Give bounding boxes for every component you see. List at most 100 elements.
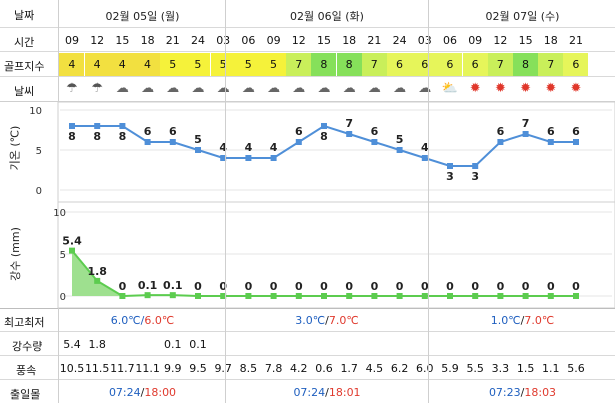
hour-cell: 18 [342,34,357,47]
rain-icon: ☂ [91,81,104,96]
temp-data-label: 3 [471,170,479,183]
golf-index-cell: 4 [135,53,160,76]
rain-data-label: 0 [396,280,404,293]
rain-data-label: 0 [270,280,278,293]
time-label: 시간 [14,36,35,49]
hour-cell: 03 [417,34,432,47]
golf-index-cell: 4 [84,53,110,76]
rain-data-label: 0 [119,280,127,293]
rain-data-label: 0 [194,280,202,293]
rain-icon: ☂ [66,81,78,96]
min-temp-2: 3.0℃ [295,314,326,327]
day-divider-1 [225,0,226,403]
temp-point [346,131,353,137]
hour-cell: 06 [443,34,457,47]
rain-point [396,293,403,299]
temp-point [497,139,504,145]
rain-data-label: 0 [547,280,555,293]
temp-data-label: 6 [547,125,555,138]
rain-point [245,293,252,299]
rain-tick-label: 10 [53,208,66,219]
temp-data-label: 6 [371,125,379,138]
rain-point [144,292,151,299]
rain-tick-label: 5 [60,250,66,261]
temp-data-label: 8 [93,130,101,143]
temp-point [69,123,75,129]
sunset-3: 18:03 [524,386,557,399]
wind-speed-cell: 1.1 [542,362,560,375]
wind-label: 풍속 [16,364,37,377]
rain-data-label: 0.1 [138,279,158,292]
day-header-3: 02월 07일 (수) [485,10,560,23]
max-temp-1: 6.0℃ [144,314,175,327]
hour-cell: 18 [543,34,558,47]
temp-data-label: 3 [446,170,454,183]
sunrise-2: 07:24 [293,386,326,399]
wind-speed-cell: 1.5 [516,362,535,375]
date-label: 날짜 [14,9,35,22]
golf-index-cell: 5 [210,53,236,76]
golf-index-cell: 7 [286,53,312,76]
hour-cell: 12 [90,34,105,47]
cloud-icon: ☁ [191,81,205,96]
temp-point [396,147,403,153]
golf-index-cell: 4 [109,53,135,76]
temp-data-label: 5 [396,133,404,146]
sunset-2: 18:01 [328,386,361,399]
precipitation-chart: 10 5 0 5.4 1.8 0 0.1 0.1 0 0 0 0 0 0 0 0 0 0 0 0 0 0 0 0 [53,202,615,308]
cloud-icon: ☁ [317,81,331,96]
rain-point [421,293,428,299]
cloud-icon: ☁ [115,81,129,96]
temp-data-label: 6 [572,125,580,138]
temp-data-label: 8 [320,130,328,143]
temp-point [421,155,428,161]
rain-amount-cell: 0.1 [189,338,207,351]
temp-point [220,155,227,161]
golf-index-cell: 6 [437,53,463,76]
wind-speed-cell: 5.5 [466,362,484,375]
hour-cell: 15 [317,34,331,47]
rain-data-label: 0 [245,280,253,293]
sun-day-3: 07:23/18:03 [430,386,615,399]
temp-data-label: 4 [245,141,253,154]
temp-data-label: 6 [169,125,177,138]
temp-data-label: 5 [194,133,202,146]
slash-3: / [520,314,525,327]
minmax-row [0,308,615,332]
rain-data-label: 0 [497,280,505,293]
rain-amount-cell: 0.1 [164,338,182,351]
sun-icon: ✹ [570,81,582,96]
temp-point [295,139,302,145]
cloud-icon: ☁ [393,81,407,96]
rain-point [497,293,504,299]
wind-speed-cell: 9.5 [189,362,207,375]
temp-point [195,147,201,153]
wind-speed-cell: 5.9 [441,362,459,375]
golf-index-cell: 5 [235,53,261,76]
cloud-icon: ☁ [166,81,180,96]
wind-speed-cell: 1.7 [340,362,358,375]
rain-data-label: 0 [295,280,303,293]
hour-cell: 15 [518,34,533,47]
rain-point [573,293,579,299]
temp-point [573,139,579,145]
sun-slash-3: / [520,386,525,399]
rain-data-label: 0 [320,280,328,293]
hour-cell: 18 [140,34,155,47]
rain-data-label: 0 [522,280,530,293]
hour-cell: 06 [241,34,256,47]
temp-point [321,123,327,129]
sunset-1: 18:00 [144,386,177,399]
rain-data-label: 0 [345,280,353,293]
sun-day-1: 07:24/18:00 [60,386,225,399]
minmax-day-1: 6.0℃/6.0℃ [60,314,225,327]
wind-speed-cell: 8.5 [239,362,258,375]
wind-speed-cell: 6.0 [416,362,434,375]
temp-data-label: 4 [421,141,429,154]
rain-data-label: 0 [471,280,479,293]
temp-point [371,139,378,145]
hour-cell: 12 [291,34,306,47]
wind-speed-cell: 4.2 [290,362,308,375]
rain-amount-cell: 1.8 [88,338,106,351]
rain-point [447,293,453,299]
